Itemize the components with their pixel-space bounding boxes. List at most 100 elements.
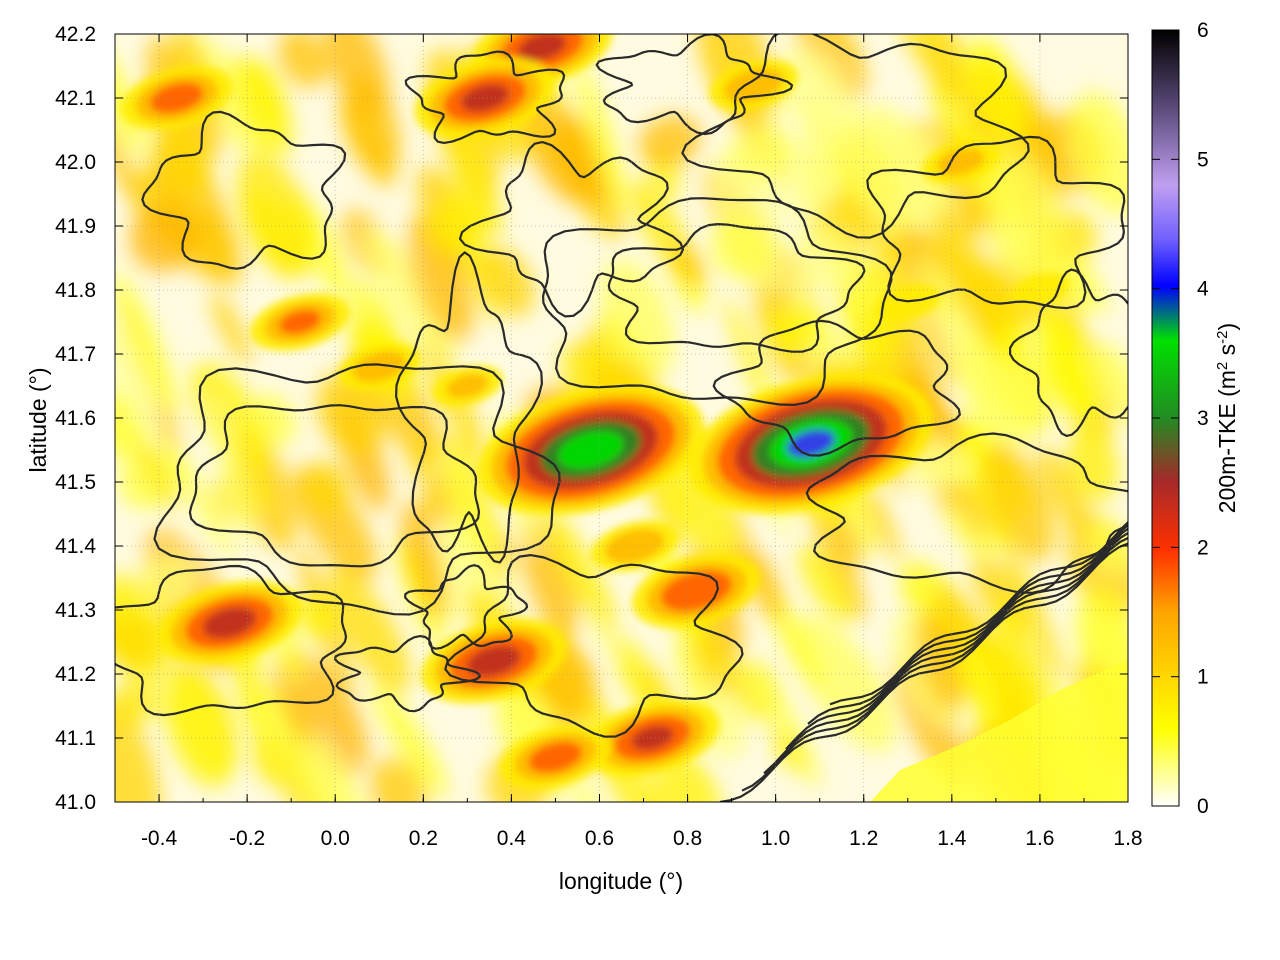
contour-line (785, 527, 1128, 750)
tke-field-blob (478, 246, 535, 317)
contour-line (807, 523, 1128, 725)
tke-hotspot-ring (558, 431, 624, 469)
tke-field-blob (191, 362, 269, 472)
tke-field-blob (440, 519, 496, 600)
y-tick-label: 41.9 (55, 215, 96, 238)
contour-line (805, 432, 1128, 594)
tick-marks (114, 33, 1129, 803)
tke-field-blob (236, 152, 314, 280)
colorbar-tick-label: 6 (1197, 19, 1209, 42)
contour-line (681, 34, 1030, 239)
tke-field-blob (1067, 426, 1119, 502)
tke-field-blob (373, 684, 447, 798)
y-tick-label: 41.5 (55, 471, 96, 494)
tke-field-blob (428, 194, 492, 256)
y-tick-label: 41.7 (55, 343, 96, 366)
tke-field-blob (295, 592, 336, 641)
tke-field-blob (1034, 312, 1096, 419)
tke-field-blob (863, 487, 901, 561)
x-tick-label: 1.6 (1025, 827, 1054, 850)
tke-field-blob (229, 55, 294, 156)
sea-region (870, 660, 1128, 802)
y-tick-label: 42.1 (55, 87, 96, 110)
y-tick-labels: 41.0 41.1 41.2 41.3 41.4 41.5 41.6 41.7 41.8 41.9… (55, 23, 96, 814)
tke-field-blob (638, 114, 702, 168)
tke-field-blob (278, 34, 328, 88)
tke-field-blob (671, 241, 705, 289)
tke-field-blob (792, 614, 896, 752)
tke-field-blob (994, 146, 1069, 302)
tke-hotspot-ring (461, 84, 509, 112)
tke-field-blob (916, 251, 994, 392)
x-tick-label: 0.0 (321, 827, 350, 850)
tke-field-blob (349, 276, 378, 322)
y-tick-label: 41.8 (55, 279, 96, 302)
x-axis-title: longitude (°) (559, 868, 683, 894)
tke-hotspot-ring (202, 607, 257, 639)
contour-line (607, 223, 866, 353)
colorbar-tick-label: 3 (1197, 407, 1209, 430)
tke-field-blob (369, 758, 426, 802)
x-tick-label: 1.8 (1113, 827, 1142, 850)
tke-hotspot-ring (631, 725, 674, 751)
y-tick-label: 42.0 (55, 151, 96, 174)
colorbar-tick-label: 2 (1197, 536, 1209, 559)
tke-field-blob (839, 517, 863, 564)
tke-field-blob (692, 636, 741, 697)
tke-field-blob (956, 643, 1003, 723)
tke-hotspot-ring (352, 351, 407, 383)
tke-field-blob (981, 442, 1055, 562)
x-tick-label: 0.8 (673, 827, 702, 850)
tke-field-blob (929, 211, 1006, 343)
tke-field-blob (305, 733, 375, 802)
tke-field-blob (943, 499, 990, 562)
tke-field-blob (710, 216, 773, 280)
tke-field-blob (1089, 341, 1128, 431)
tke-field-blob (1005, 544, 1066, 685)
x-tick-label: 0.6 (585, 827, 614, 850)
tke-field-blob (748, 659, 821, 788)
tke-field-blob (892, 34, 975, 104)
y-axis-title: latitude (°) (25, 367, 51, 472)
contour-line (542, 197, 893, 406)
contour-line (712, 319, 961, 457)
tke-field-blob (448, 454, 481, 529)
heatmap-area (115, 34, 1128, 802)
tke-field-blob (575, 62, 628, 215)
tke-field-blob (767, 304, 827, 354)
contour-line (115, 564, 348, 717)
tke-field-blob (407, 214, 474, 342)
tke-field-blob (542, 509, 617, 632)
y-tick-label: 41.4 (55, 535, 96, 558)
x-tick-label: 1.4 (937, 827, 967, 850)
colorbar-ticks: 0 1 2 3 4 5 6 (1152, 19, 1209, 818)
tke-field-blob (908, 354, 941, 424)
y-tick-label: 41.2 (55, 663, 96, 686)
x-tick-label: 0.4 (497, 827, 527, 850)
tke-field-blob (205, 398, 259, 552)
tke-field-blob (115, 100, 151, 221)
tke-field-blob (115, 325, 160, 419)
tke-field-blob (316, 371, 383, 457)
contour-line (404, 564, 529, 650)
tke-field-blob (652, 752, 722, 802)
contour-line (595, 34, 794, 136)
tke-field-blob (447, 122, 503, 236)
tke-field-blob (235, 676, 269, 749)
x-tick-label: 0.2 (409, 827, 438, 850)
tke-field-blob (163, 668, 237, 788)
x-tick-label: 1.0 (761, 827, 790, 850)
tke-hotspot-ring (528, 741, 583, 773)
tke-hotspot-ring (278, 309, 322, 335)
tke-field-blob (115, 613, 163, 670)
colorbar-tick-label: 1 (1197, 666, 1209, 689)
tke-hotspot-ring (466, 645, 521, 677)
contour-line (395, 251, 543, 564)
y-tick-label: 42.2 (55, 23, 96, 46)
tke-field-blob (115, 698, 161, 802)
tke-field-blob (327, 568, 411, 694)
tke-field-blob (975, 313, 1052, 433)
contour-line (141, 110, 347, 270)
contour-line (719, 542, 1128, 802)
colorbar-label: 200m-TKE (m2 s-2) (1214, 323, 1240, 513)
